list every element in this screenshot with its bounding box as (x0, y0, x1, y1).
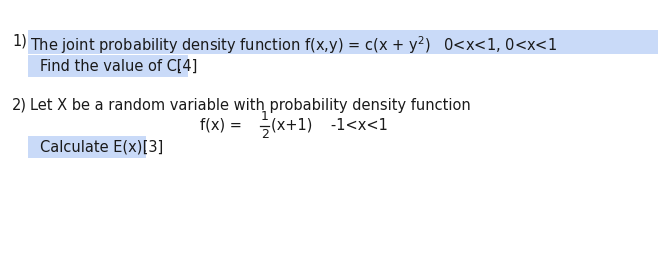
Text: f(x) =: f(x) = (200, 118, 247, 133)
Text: [4]: [4] (172, 59, 198, 74)
Text: Let X be a random variable with probability density function: Let X be a random variable with probabil… (30, 98, 471, 113)
Bar (28, 136, 146, 158)
Text: [3]: [3] (138, 140, 163, 155)
Bar (28, 55, 188, 77)
Text: (x+1)    -1<x<1: (x+1) -1<x<1 (271, 118, 388, 133)
Text: The joint probability density function f(x,y) = c(x + y$^2$)   0<x<1, 0<x<1: The joint probability density function f… (30, 34, 557, 56)
Text: 2: 2 (261, 128, 269, 141)
Text: 1: 1 (261, 110, 269, 123)
Text: 2): 2) (12, 98, 27, 113)
Text: Find the value of C.: Find the value of C. (40, 59, 182, 74)
Text: 1): 1) (12, 34, 27, 49)
Bar (28, 30, 658, 54)
Text: Calculate E(x).: Calculate E(x). (40, 140, 147, 155)
